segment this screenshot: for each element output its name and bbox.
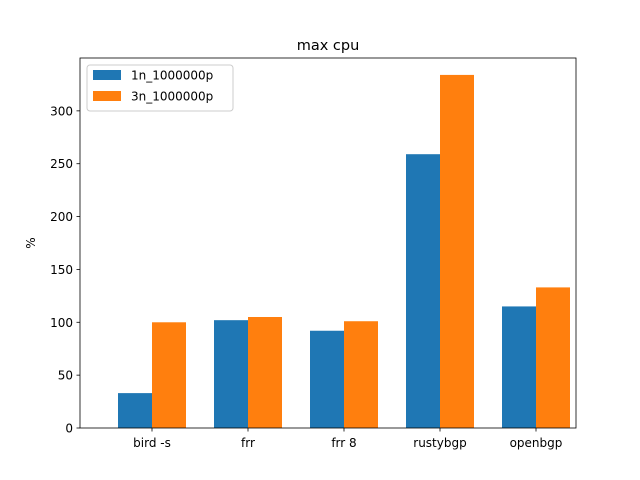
plot-frame (79, 57, 577, 429)
y-tick-label: 150 (50, 263, 73, 277)
y-tick-label: 200 (50, 210, 73, 224)
legend-swatch (93, 91, 121, 101)
chart-title: max cpu (297, 38, 360, 54)
bar-1n_1000000p-frr (214, 320, 248, 428)
y-tick-label: 0 (65, 422, 73, 436)
bar-3n_1000000p-bird--s (152, 322, 186, 428)
y-tick-label: 50 (58, 369, 73, 383)
y-axis-label: % (24, 237, 38, 248)
y-tick-label: 100 (50, 316, 73, 330)
legend-label: 3n_1000000p (131, 90, 213, 104)
y-tick-label: 250 (50, 157, 73, 171)
y-tick-label: 300 (50, 104, 73, 118)
bar-3n_1000000p-frr-8 (344, 321, 378, 428)
bars-group (118, 74, 570, 429)
x-tick-label: openbgp (510, 436, 563, 450)
legend-box (86, 64, 234, 112)
bar-3n_1000000p-frr (248, 317, 282, 428)
x-tick-label: frr 8 (331, 436, 356, 450)
legend-swatch (93, 70, 121, 80)
legend-label: 1n_1000000p (131, 69, 213, 83)
bar-1n_1000000p-frr-8 (310, 330, 344, 428)
bar-3n_1000000p-rustybgp (440, 74, 474, 429)
x-tick-label: bird -s (133, 436, 171, 450)
bar-1n_1000000p-rustybgp (406, 154, 440, 428)
y-axis-ticks: 0 50 100 150 200 250 300 (50, 104, 80, 436)
x-tick-label: frr (241, 436, 255, 450)
bar-3n_1000000p-openbgp (536, 287, 570, 428)
legend: 1n_1000000p 3n_1000000p (86, 64, 234, 112)
bar-1n_1000000p-openbgp (502, 306, 536, 428)
bar-1n_1000000p-bird--s (118, 393, 152, 428)
x-axis-ticks: bird -s frr frr 8 rustybgp openbgp (133, 428, 562, 450)
x-tick-label: rustybgp (413, 436, 466, 450)
